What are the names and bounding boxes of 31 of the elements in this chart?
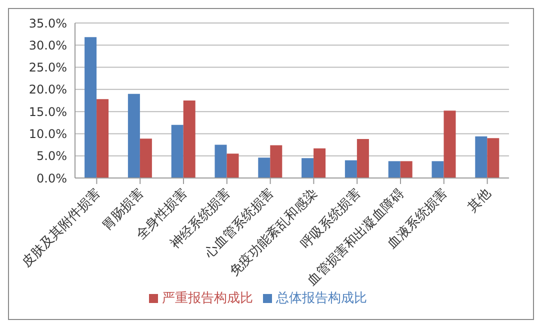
bar: [183, 100, 196, 178]
bar: [140, 138, 152, 178]
y-tick-label: 5.0%: [36, 149, 67, 164]
bar: [432, 161, 444, 178]
bar: [475, 136, 488, 178]
y-tick-label: 0.0%: [36, 171, 67, 186]
bar: [84, 37, 97, 178]
legend-label: 严重报告构成比: [162, 291, 253, 306]
x-tick-label: 其他: [465, 186, 494, 216]
bar: [344, 160, 357, 178]
bar: [487, 138, 500, 178]
bar: [444, 110, 456, 178]
bar: [214, 144, 227, 178]
bar: [400, 161, 412, 178]
bar: [314, 148, 326, 178]
y-tick-label: 25.0%: [28, 60, 67, 75]
bar: [258, 158, 270, 178]
bar: [388, 161, 400, 178]
y-tick-label: 20.0%: [28, 82, 67, 97]
bar: [226, 154, 239, 178]
y-tick-label: 30.0%: [28, 38, 67, 52]
bar: [96, 99, 109, 178]
bar: [356, 139, 369, 178]
bar: [128, 94, 140, 178]
bar: [302, 158, 314, 178]
legend-label: 总体报告构成比: [276, 291, 367, 306]
y-tick-label: 15.0%: [28, 104, 67, 119]
y-tick-label: 35.0%: [28, 16, 67, 30]
bar: [171, 124, 184, 178]
y-tick-label: 10.0%: [28, 126, 67, 141]
bar: [270, 145, 282, 178]
